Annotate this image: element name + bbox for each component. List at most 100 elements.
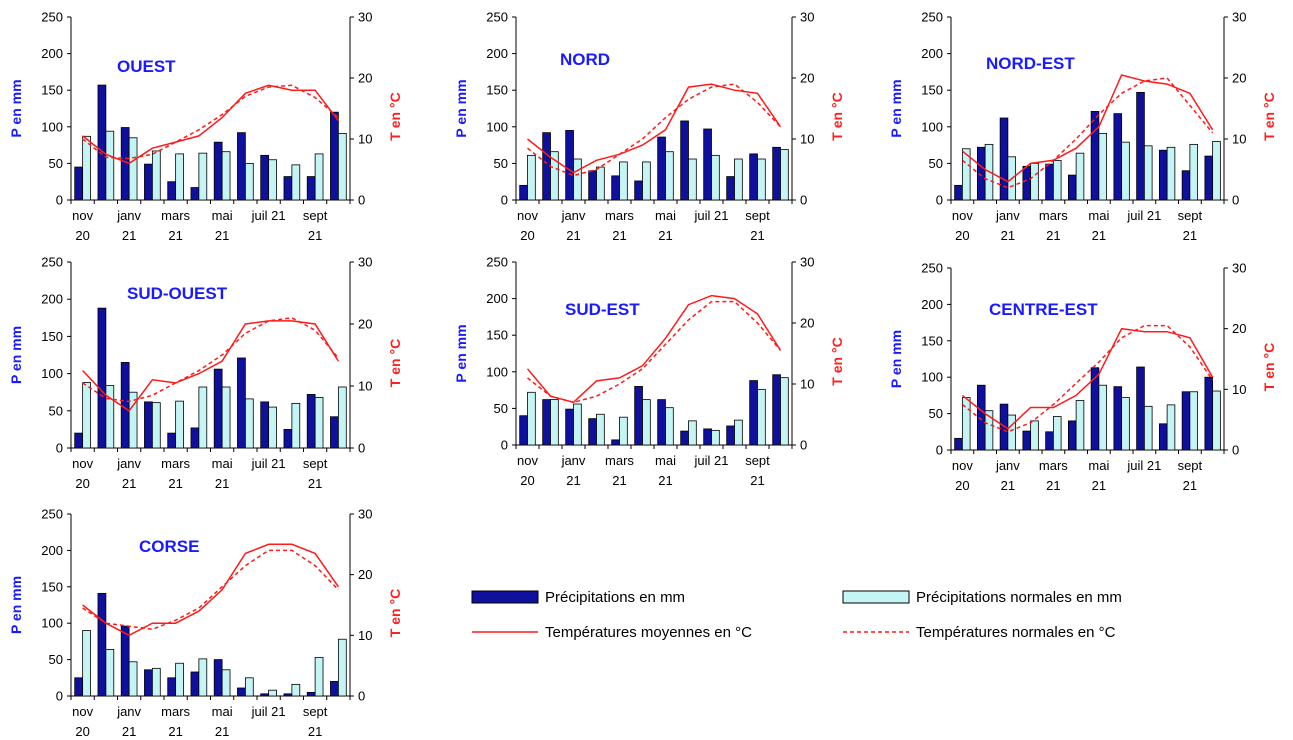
precip-bar [167,181,177,201]
precip-bar [1181,170,1191,201]
precip-bar [283,693,293,697]
x-tick-label: 21 [750,228,764,243]
precip-bar [565,130,574,201]
precip-normal-bar [221,386,231,449]
x-tick-label: 21 [308,228,322,243]
precip-bar [1158,423,1168,451]
right-tick-label: 0 [800,438,807,453]
right-tick-label: 30 [1232,261,1246,276]
precip-bar [588,418,597,446]
x-tick-label: 20 [955,228,969,243]
precip-normal-bar [1075,152,1085,201]
temp-normal-line [82,84,339,160]
left-tick-label: 100 [41,366,63,381]
chart-panel-centre-est: 0 50 100 150 200 250 0 10 20 30 nov 20 janv 21 mars 21 m… [888,261,1277,494]
region-title: OUEST [117,57,176,76]
right-tick-label: 0 [800,193,807,208]
precip-normal-bar [780,377,789,446]
x-tick-label: 20 [75,724,89,739]
precip-bar [74,166,84,201]
left-axis-title: P en mm [8,576,24,634]
precip-normal-bar [1052,160,1062,201]
x-tick-label: sept [745,453,770,468]
precip-bar [120,362,130,449]
x-tick-label: 20 [955,478,969,493]
right-tick-label: 30 [800,255,814,270]
x-tick-label: janv [995,208,1020,223]
x-tick-label: 21 [1183,478,1197,493]
precip-bar [144,401,153,449]
precip-bar [565,408,574,446]
x-tick-label: 21 [1001,228,1015,243]
precip-normal-bar [527,154,536,201]
precip-bar [634,386,643,446]
precip-normal-bar [82,135,91,201]
precip-bar [306,691,316,697]
precip-normal-bar [105,385,115,449]
precip-normal-bar [1166,146,1176,201]
right-tick-label: 30 [358,255,372,270]
x-tick-label: mars [605,208,634,223]
x-tick-label: janv [116,456,141,471]
precip-normal-bar [221,669,231,697]
precip-bar [260,401,270,449]
temp-line [527,83,782,174]
x-tick-label: mars [1039,208,1068,223]
left-tick-label: 0 [501,193,508,208]
temp-line [82,84,339,165]
precip-normal-bar [1121,141,1130,201]
precip-bar [213,659,223,697]
precip-normal-bar [244,162,254,201]
right-axis-title: T en °C [1261,92,1277,140]
x-tick-label: nov [952,208,973,223]
x-tick-label: janv [116,208,141,223]
region-title: CORSE [139,537,199,556]
x-tick-label: juil 21 [694,208,729,223]
left-tick-label: 50 [929,156,943,171]
precip-normal-bar [151,150,161,201]
left-tick-label: 200 [921,297,943,312]
temp-normal-line [961,324,1214,433]
precip-bar [306,394,316,449]
precip-bar [237,132,246,201]
right-tick-label: 20 [1232,71,1246,86]
precip-normal-bar [642,399,651,446]
x-tick-label: 21 [566,228,580,243]
left-tick-label: 50 [929,406,943,421]
precip-bar [74,677,84,697]
x-tick-label: 21 [122,476,136,491]
x-tick-label: sept [303,456,328,471]
x-tick-label: juil 21 [1126,208,1161,223]
precip-normal-bar [1143,145,1153,201]
x-tick-label: 20 [520,473,534,488]
precip-normal-bar [151,402,161,449]
left-tick-label: 100 [486,364,508,379]
precip-bar [1090,111,1100,201]
precip-bar [542,399,551,446]
temp-normal-line [961,77,1214,189]
x-tick-label: 21 [566,473,580,488]
x-tick-label: nov [517,208,538,223]
precip-normal-bar [291,683,301,697]
x-tick-label: 20 [75,228,89,243]
precip-normal-bar [128,661,138,697]
precip-normal-bar [221,151,231,201]
precip-bar [1067,174,1077,201]
precip-normal-bar [1189,391,1199,451]
x-tick-label: 21 [215,228,229,243]
left-tick-label: 250 [41,10,63,25]
x-tick-label: 21 [1046,228,1060,243]
left-tick-label: 50 [49,652,63,667]
left-tick-label: 0 [936,443,943,458]
precip-bar [657,136,666,201]
x-tick-label: mai [655,453,676,468]
x-tick-label: 21 [168,724,182,739]
right-tick-label: 0 [358,689,365,704]
chart-panel-nord-est: 0 50 100 150 200 250 0 10 20 30 nov 20 janv 21 mars 21 m… [888,10,1277,244]
precip-bar [120,127,130,201]
legend-temp-normal-label: Températures normales en °C [916,624,1116,641]
left-tick-label: 0 [56,441,63,456]
region-title: NORD-EST [986,54,1075,73]
x-tick-label: janv [561,453,586,468]
